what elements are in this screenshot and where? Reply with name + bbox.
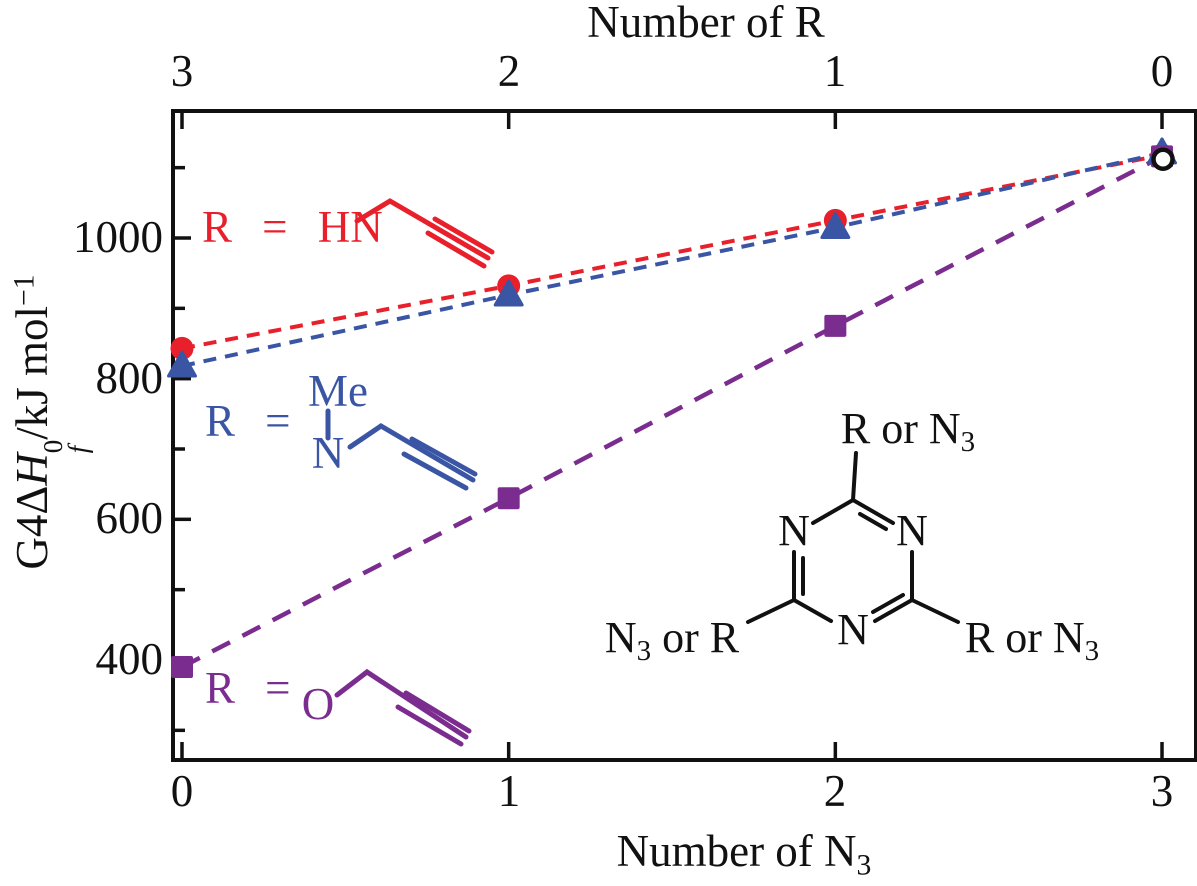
plot-frame xyxy=(171,109,1197,762)
substituent-right-text: R or N xyxy=(964,613,1085,662)
ring-nitrogen-bottom: N xyxy=(837,605,869,654)
top-axis-title: Number of R xyxy=(587,0,825,47)
top-tick-label-2: 2 xyxy=(497,46,521,96)
purple-propargylether-structure-icon xyxy=(334,668,472,747)
data-point-square xyxy=(824,314,847,337)
substituent-label-top: R or N3 xyxy=(808,404,1008,457)
top-tick-label-0: 0 xyxy=(1150,46,1174,96)
legend-purple-oxygen: O xyxy=(301,679,335,729)
data-point-triangle xyxy=(820,211,851,239)
series-line xyxy=(180,154,1164,670)
y-title-exponent: −1 xyxy=(8,274,41,306)
substituent-right-subscript: 3 xyxy=(1084,635,1100,668)
bottom-tick-label-0: 0 xyxy=(170,766,194,816)
bottom-tick-label-2: 2 xyxy=(823,766,847,816)
substituent-top-text: R or N xyxy=(840,404,961,453)
substituent-label-left: N3 or R xyxy=(572,613,772,666)
substituent-left-rest: or R xyxy=(651,613,740,662)
red-propargylamine-structure-icon xyxy=(354,198,495,269)
bottom-axis-title-text: Number of N xyxy=(616,826,857,876)
triazine-ring-structure-icon xyxy=(746,451,960,624)
y-axis-title: G4ΔH 0 f/kJ mol−1 xyxy=(7,232,93,612)
y-title-sub: f xyxy=(63,445,94,454)
bottom-axis-title: Number of N3 xyxy=(564,826,924,881)
data-point-square xyxy=(171,656,193,679)
bottom-tick-label-3: 3 xyxy=(1150,766,1174,816)
legend-blue-label: R = xyxy=(205,396,291,446)
substituent-left-subscript: 3 xyxy=(636,635,652,668)
legend-purple-label: R = xyxy=(205,663,291,713)
y-title-H: H xyxy=(7,453,57,486)
legend-blue-methyl: Me xyxy=(308,366,368,416)
data-point-square xyxy=(497,487,520,510)
series-markers xyxy=(167,137,1178,679)
blue-methylpropargylamine-structure-icon xyxy=(325,408,478,491)
substituent-left-text: N xyxy=(604,613,637,662)
series-line xyxy=(181,153,1163,351)
series-lines xyxy=(180,150,1164,670)
ring-nitrogen-upper-right: N xyxy=(896,506,928,555)
y-title-units: /kJ mol xyxy=(7,305,57,440)
substituent-top-subscript: 3 xyxy=(960,426,976,459)
data-point-triangle xyxy=(493,279,524,307)
top-tick-label-1: 1 xyxy=(823,46,847,96)
data-point-circle xyxy=(170,336,194,360)
legend-red-label: R = HN xyxy=(202,202,383,252)
y-tick-label-1000: 1000 xyxy=(73,212,163,262)
y-tick-label-400: 400 xyxy=(95,634,164,684)
bottom-axis-title-subscript: 3 xyxy=(856,849,872,882)
y-title-prefix: G4Δ xyxy=(7,485,57,570)
bottom-tick-label-1: 1 xyxy=(497,766,521,816)
data-point-triangle xyxy=(167,350,197,378)
ring-nitrogen-upper-left: N xyxy=(778,506,810,555)
legend-blue-nitrogen: N xyxy=(311,428,345,478)
y-tick-label-600: 600 xyxy=(95,493,164,543)
top-tick-label-3: 3 xyxy=(170,46,194,96)
data-point-open-circle xyxy=(1151,147,1175,171)
y-tick-label-800: 800 xyxy=(95,353,164,403)
substituent-label-right: R or N3 xyxy=(932,613,1132,666)
